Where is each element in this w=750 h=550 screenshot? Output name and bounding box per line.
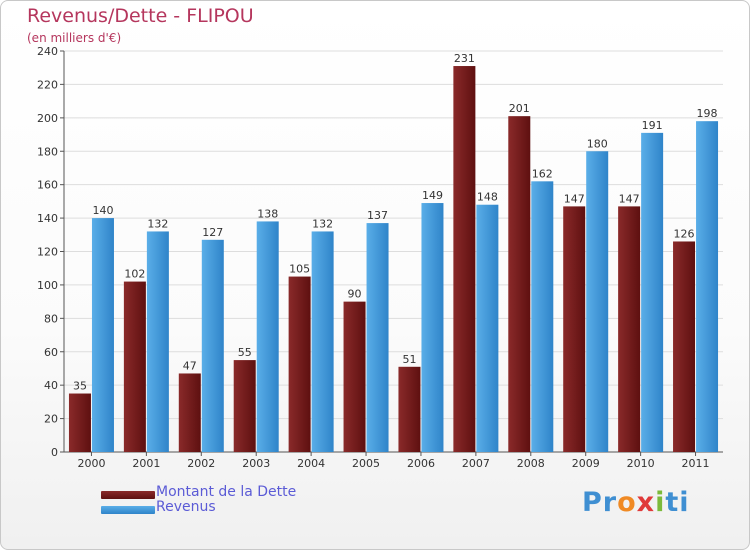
y-tick-label: 200	[37, 112, 58, 125]
bar-revenus	[311, 231, 334, 452]
bar-dette	[123, 281, 146, 452]
value-label-dette: 35	[73, 380, 87, 393]
value-label-revenus: 162	[532, 167, 553, 180]
value-label-dette: 105	[289, 263, 310, 276]
proxiti-logo: Proxiti	[582, 487, 690, 518]
bar-revenus	[91, 218, 114, 452]
y-tick-label: 100	[37, 279, 58, 292]
bar-revenus	[201, 239, 224, 452]
y-tick-label: 60	[44, 346, 58, 359]
legend-label-dette: Montant de la Dette	[156, 484, 297, 500]
y-tick-label: 160	[37, 179, 58, 192]
bar-revenus	[421, 203, 444, 452]
y-tick-label: 180	[37, 145, 58, 158]
x-tick-label: 2006	[407, 457, 435, 470]
x-tick-label: 2003	[242, 457, 270, 470]
y-tick-label: 80	[44, 312, 58, 325]
bar-dette	[453, 66, 476, 452]
logo-part: ti	[665, 487, 690, 518]
value-label-revenus: 191	[642, 119, 663, 132]
chart-subtitle: (en milliers d'€)	[27, 31, 122, 45]
x-tick-label: 2005	[352, 457, 380, 470]
bar-dette	[288, 276, 311, 452]
y-tick-label: 40	[44, 379, 58, 392]
bar-dette	[178, 373, 201, 452]
y-tick-label: 140	[37, 212, 58, 225]
x-tick-label: 2009	[572, 457, 600, 470]
bar-dette	[563, 206, 586, 452]
value-label-revenus: 149	[422, 189, 443, 202]
x-tick-label: 2010	[627, 457, 655, 470]
bar-revenus	[586, 151, 609, 452]
bar-dette	[398, 366, 421, 452]
y-tick-label: 0	[51, 446, 58, 459]
bar-revenus	[696, 121, 719, 453]
bar-dette	[233, 360, 256, 452]
value-labels: 35 140 102 132 47 127 55 138 105 132 90 137 51 149 231…	[73, 52, 718, 392]
value-label-revenus: 127	[202, 226, 223, 239]
bar-dette	[343, 301, 366, 452]
value-label-dette: 47	[183, 359, 197, 372]
x-tick-label: 2002	[187, 457, 215, 470]
value-label-dette: 90	[348, 288, 362, 301]
value-label-dette: 147	[619, 192, 640, 205]
x-tick-label: 2011	[682, 457, 710, 470]
bar-revenus	[641, 132, 664, 452]
value-label-dette: 126	[674, 227, 695, 240]
axes: 0 20 40 60 80 100 120 140 160 180 200 220 240 2000 200…	[37, 45, 723, 470]
bar-dette	[68, 393, 91, 452]
chart-title: Revenus/Dette - FLIPOU	[27, 5, 254, 27]
bar-dette	[673, 241, 696, 452]
value-label-revenus: 132	[312, 217, 333, 230]
bar-revenus	[146, 231, 169, 452]
y-tick-label: 120	[37, 246, 58, 259]
value-label-dette: 51	[402, 353, 416, 366]
grid-lines	[64, 50, 723, 453]
legend-swatch-revenus	[101, 506, 155, 514]
value-label-revenus: 132	[147, 217, 168, 230]
value-label-revenus: 198	[697, 107, 718, 120]
value-label-revenus: 148	[477, 191, 498, 204]
x-tick-label: 2007	[462, 457, 490, 470]
logo-part: x	[636, 487, 656, 518]
value-label-revenus: 138	[257, 207, 278, 220]
value-label-dette: 201	[509, 102, 530, 115]
value-label-dette: 147	[564, 192, 585, 205]
value-label-revenus: 140	[92, 204, 113, 217]
y-tick-label: 220	[37, 78, 58, 91]
x-tick-label: 2001	[132, 457, 160, 470]
legend-swatch-dette	[101, 491, 155, 499]
value-label-dette: 102	[124, 268, 145, 281]
logo-part: Pr	[582, 487, 618, 518]
bars	[68, 66, 719, 453]
x-tick-label: 2000	[77, 457, 105, 470]
x-tick-label: 2008	[517, 457, 545, 470]
y-tick-label: 240	[37, 45, 58, 58]
bar-dette	[508, 116, 531, 452]
x-tick-label: 2004	[297, 457, 325, 470]
logo-part: o	[617, 487, 637, 518]
value-label-dette: 231	[454, 52, 475, 65]
bar-revenus	[476, 204, 499, 452]
bar-dette	[618, 206, 641, 452]
y-tick-label: 20	[44, 413, 58, 426]
bar-revenus	[256, 221, 279, 452]
logo-part: i	[655, 487, 666, 518]
bar-revenus	[531, 181, 554, 452]
legend-label-revenus: Revenus	[156, 499, 216, 515]
bar-revenus	[366, 223, 389, 452]
value-label-dette: 55	[238, 346, 252, 359]
value-label-revenus: 137	[367, 209, 388, 222]
value-label-revenus: 180	[587, 137, 608, 150]
